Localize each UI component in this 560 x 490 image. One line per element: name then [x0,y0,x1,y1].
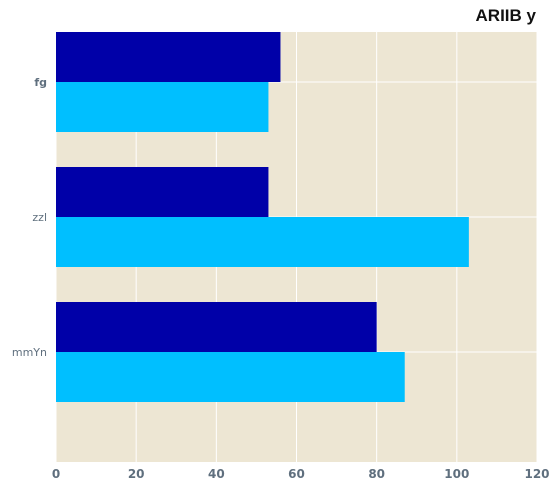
y-tick-labels: fg zzl mmYn [12,76,47,359]
y-tick-label-zzl: zzl [32,211,47,224]
x-tick-label-120: 120 [524,467,549,481]
chart-title: ARIIB y [475,6,536,25]
x-tick-label-60: 60 [288,467,305,481]
bar-mmYn-series-1 [56,302,377,352]
bar-mmYn-series-2 [56,352,405,402]
y-tick-label-mmYn: mmYn [12,346,47,359]
y-tick-label-fg: fg [34,76,47,89]
x-tick-label-80: 80 [368,467,385,481]
bar-fg-series-1 [56,32,281,82]
x-tick-label-40: 40 [208,467,225,481]
x-tick-label-0: 0 [52,467,60,481]
x-tick-label-100: 100 [444,467,469,481]
bar-zzl-series-2 [56,217,469,267]
bars [56,32,469,402]
bar-fg-series-2 [56,82,269,132]
x-tick-label-20: 20 [128,467,145,481]
x-tick-labels: 0 20 40 60 80 100 120 [52,467,550,481]
bar-zzl-series-1 [56,167,269,217]
